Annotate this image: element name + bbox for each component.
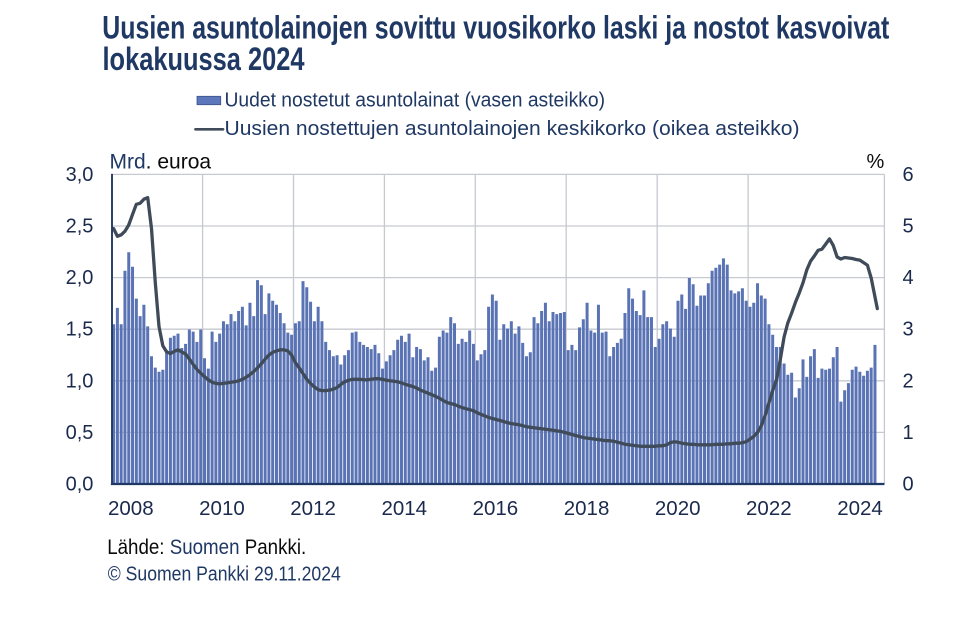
svg-text:2,0: 2,0 xyxy=(66,267,94,289)
svg-text:1: 1 xyxy=(903,422,914,444)
svg-text:© Suomen Pankki 29.11.2024: © Suomen Pankki 29.11.2024 xyxy=(108,564,341,586)
svg-text:1,5: 1,5 xyxy=(66,319,94,341)
svg-text:Uudet nostetut asuntolainat (v: Uudet nostetut asuntolainat (vasen astei… xyxy=(225,90,606,112)
svg-text:1,0: 1,0 xyxy=(66,370,94,392)
svg-text:2016: 2016 xyxy=(473,497,519,520)
svg-text:3: 3 xyxy=(903,319,914,341)
svg-text:Uusien nostettujen asuntolaino: Uusien nostettujen asuntolainojen keskik… xyxy=(225,118,800,140)
svg-text:2018: 2018 xyxy=(564,497,610,520)
svg-text:2012: 2012 xyxy=(290,497,336,520)
svg-text:Mrd. euroa: Mrd. euroa xyxy=(110,150,212,173)
svg-text:Uusien asuntolainojen sovittu: Uusien asuntolainojen sovittu vuosikorko… xyxy=(102,9,889,45)
svg-text:%: % xyxy=(867,151,885,173)
svg-text:2022: 2022 xyxy=(746,497,792,520)
svg-text:Lähde: Suomen Pankki.: Lähde: Suomen Pankki. xyxy=(107,536,306,559)
svg-text:5: 5 xyxy=(903,216,914,238)
svg-text:2: 2 xyxy=(903,370,914,392)
svg-text:2008: 2008 xyxy=(108,497,154,520)
svg-text:6: 6 xyxy=(903,164,914,186)
svg-text:2024: 2024 xyxy=(837,497,883,520)
svg-text:2010: 2010 xyxy=(199,497,245,520)
svg-text:2,5: 2,5 xyxy=(66,216,94,238)
svg-text:0: 0 xyxy=(903,474,914,496)
svg-text:0,5: 0,5 xyxy=(66,422,94,444)
svg-text:4: 4 xyxy=(903,267,914,289)
svg-text:3,0: 3,0 xyxy=(66,164,94,186)
svg-text:2020: 2020 xyxy=(655,497,701,520)
svg-text:0,0: 0,0 xyxy=(66,474,94,496)
svg-text:lokakuussa 2024: lokakuussa 2024 xyxy=(103,41,305,77)
svg-text:2014: 2014 xyxy=(381,497,427,520)
